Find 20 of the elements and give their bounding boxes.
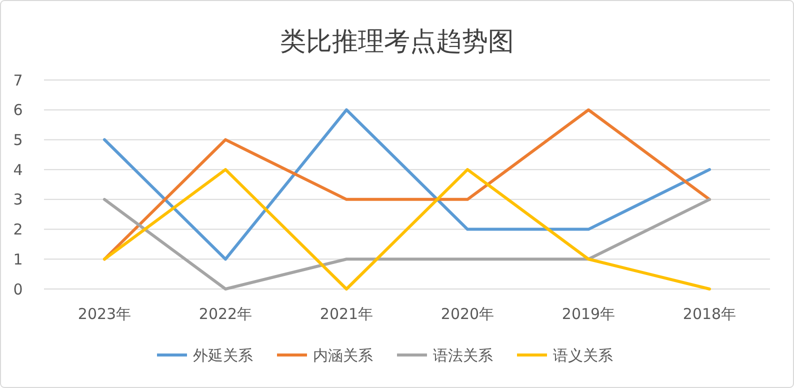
y-tick-label: 1 <box>13 250 23 268</box>
x-tick-label: 2022年 <box>198 305 252 323</box>
x-tick-label: 2020年 <box>440 305 494 323</box>
y-tick-label: 5 <box>13 130 23 149</box>
y-tick-label: 6 <box>13 101 23 120</box>
x-tick-label: 2019年 <box>562 305 616 323</box>
y-tick-label: 4 <box>13 160 23 179</box>
legend-label: 语义关系 <box>553 346 613 364</box>
x-tick-label: 2023年 <box>78 305 132 323</box>
chart-title: 类比推理考点趋势图 <box>280 27 514 57</box>
legend-label: 语法关系 <box>433 346 493 364</box>
legend-label: 内涵关系 <box>313 346 373 364</box>
line-series <box>103 108 711 261</box>
x-tick-label: 2018年 <box>682 305 736 323</box>
y-tick-label: 3 <box>13 190 23 209</box>
x-tick-label: 2021年 <box>320 305 374 323</box>
legend-label: 外延关系 <box>193 346 253 364</box>
y-tick-label: 0 <box>13 280 23 298</box>
y-tick-label: 7 <box>13 71 23 90</box>
y-tick-label: 2 <box>13 220 23 239</box>
